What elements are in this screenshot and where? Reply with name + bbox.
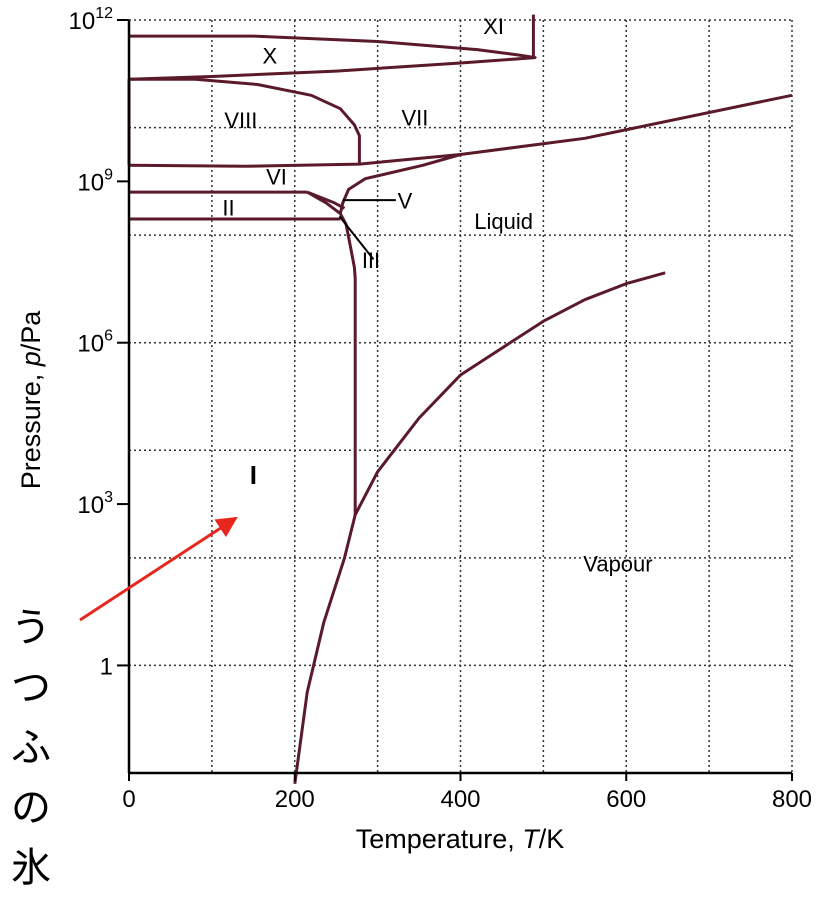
- y-tick-label: 1012: [69, 5, 114, 35]
- phase-label: X: [263, 43, 278, 68]
- y-tick-label: 103: [77, 489, 113, 519]
- grid-lines: [129, 19, 793, 773]
- phase-label: VII: [401, 105, 428, 130]
- phase-boundary-line: [338, 212, 357, 515]
- phase-label: Vapour: [583, 552, 652, 577]
- y-tick-label: 109: [77, 166, 113, 196]
- phase-label: VIII: [224, 108, 257, 133]
- x-tick-label: 0: [122, 786, 135, 813]
- x-tick-label: 200: [275, 786, 315, 813]
- phase-label: III: [362, 248, 380, 273]
- phase-boundary-line: [293, 271, 666, 785]
- pointer-line-iii: [338, 215, 375, 260]
- phase-label: Liquid: [474, 209, 533, 234]
- phase-label: II: [222, 196, 234, 221]
- phase-label: XI: [483, 14, 504, 39]
- axis-ticks: 0 200 400 600 800 1 103 106 109 1012: [69, 5, 813, 813]
- y-tick-label: 1: [100, 653, 113, 680]
- y-tick-label: 106: [77, 328, 113, 358]
- phase-label: I: [250, 460, 257, 490]
- phase-boundaries: [127, 14, 793, 785]
- x-tick-label: 600: [606, 786, 646, 813]
- x-tick-label: 400: [440, 786, 480, 813]
- y-axis-title: Pressure, p/Pa: [16, 310, 46, 490]
- x-tick-label: 800: [772, 786, 812, 813]
- phase-label: V: [398, 189, 413, 214]
- phase-boundary-line: [306, 190, 346, 210]
- vertical-note-text: う つ ふ の 氷: [11, 605, 51, 891]
- phase-boundary-line: [338, 153, 461, 214]
- phase-label: VI: [266, 164, 287, 189]
- red-arrow: [79, 516, 238, 622]
- phase-boundary-line: [128, 34, 537, 81]
- label-pointers: [338, 199, 396, 260]
- phase-boundary-line: [129, 77, 361, 165]
- phase-boundary-line: [128, 93, 793, 168]
- x-axis-title: Temperature, T/K: [356, 824, 565, 854]
